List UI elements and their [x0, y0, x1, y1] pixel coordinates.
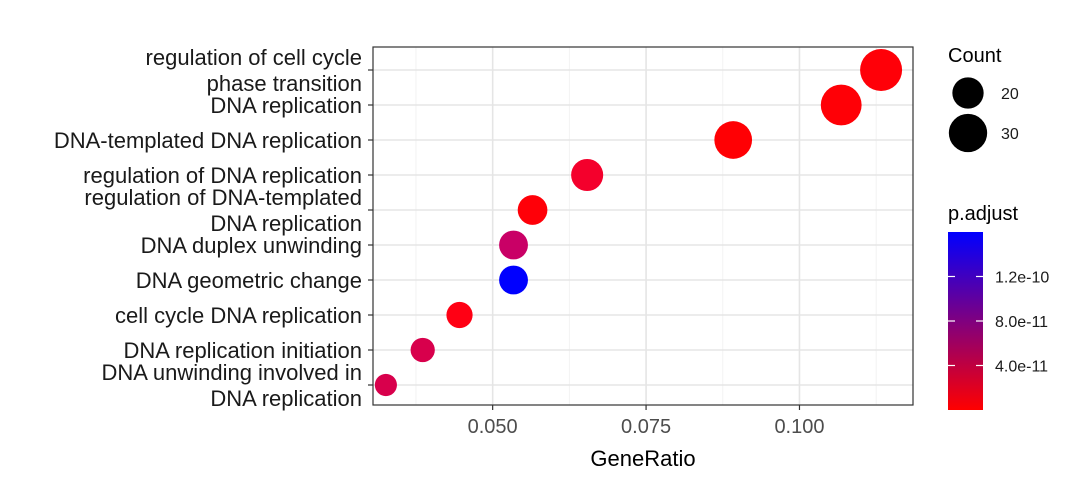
y-tick-label: DNA replication — [210, 93, 362, 118]
data-point — [446, 301, 473, 329]
x-axis-title: GeneRatio — [590, 446, 695, 471]
legend-p-adjust-title: p.adjust — [948, 203, 1018, 225]
legend-count-title: Count — [948, 45, 1002, 67]
y-axis: regulation of cell cycle phase transition… — [54, 45, 373, 411]
data-point — [499, 230, 528, 260]
y-tick-label: DNA replication initiation — [124, 338, 362, 363]
data-point — [571, 158, 604, 192]
y-tick-label-line: phase transition — [207, 71, 362, 96]
panel-border — [372, 46, 914, 406]
y-tick-label: DNA geometric change — [136, 268, 362, 293]
colorbar-label: 8.0e-11 — [995, 314, 1048, 331]
colorbar-label: 4.0e-11 — [995, 359, 1048, 376]
x-tick-label: 0.100 — [774, 416, 824, 438]
legend-count-key — [948, 113, 988, 153]
legend-count-label: 20 — [1001, 86, 1019, 103]
data-point — [714, 121, 753, 159]
data-point — [860, 49, 903, 91]
gridlines — [373, 47, 913, 405]
legend-count-label: 30 — [1001, 126, 1019, 143]
x-axis: 0.050 0.075 0.100 — [468, 405, 825, 438]
data-point — [820, 84, 862, 126]
data-point — [499, 265, 528, 295]
data-point — [374, 373, 397, 397]
legend-p-adjust: p.adjust 4.0e-11 8.0e-11 1.2e-10 — [948, 203, 1049, 410]
y-tick-label-line: DNA replication — [210, 386, 362, 411]
y-tick-label: DNA duplex unwinding — [141, 233, 362, 258]
data-point — [517, 195, 548, 225]
legend-count: Count 20 30 — [948, 45, 1019, 153]
y-tick-label: DNA-templated DNA replication — [54, 128, 362, 153]
data-point — [410, 337, 435, 363]
x-tick-label: 0.075 — [621, 416, 671, 438]
y-tick-label-line: regulation of cell cycle — [146, 45, 362, 70]
panel-frame — [372, 46, 914, 406]
legend-count-key — [952, 77, 984, 109]
y-tick-label-line: regulation of DNA-templated — [84, 185, 362, 210]
y-tick-label: regulation of DNA replication — [83, 163, 362, 188]
y-tick-label: regulation of cell cycle phase transition — [146, 45, 362, 96]
y-tick-label-line: DNA unwinding involved in — [102, 360, 363, 385]
data-points — [374, 49, 903, 397]
colorbar-label: 1.2e-10 — [995, 270, 1049, 287]
y-tick-label: DNA unwinding involved in DNA replication — [102, 360, 363, 411]
y-tick-label: cell cycle DNA replication — [115, 303, 362, 328]
y-tick-label: regulation of DNA-templated DNA replicati… — [84, 185, 362, 236]
x-tick-label: 0.050 — [468, 416, 518, 438]
y-tick-label-line: DNA replication — [210, 211, 362, 236]
